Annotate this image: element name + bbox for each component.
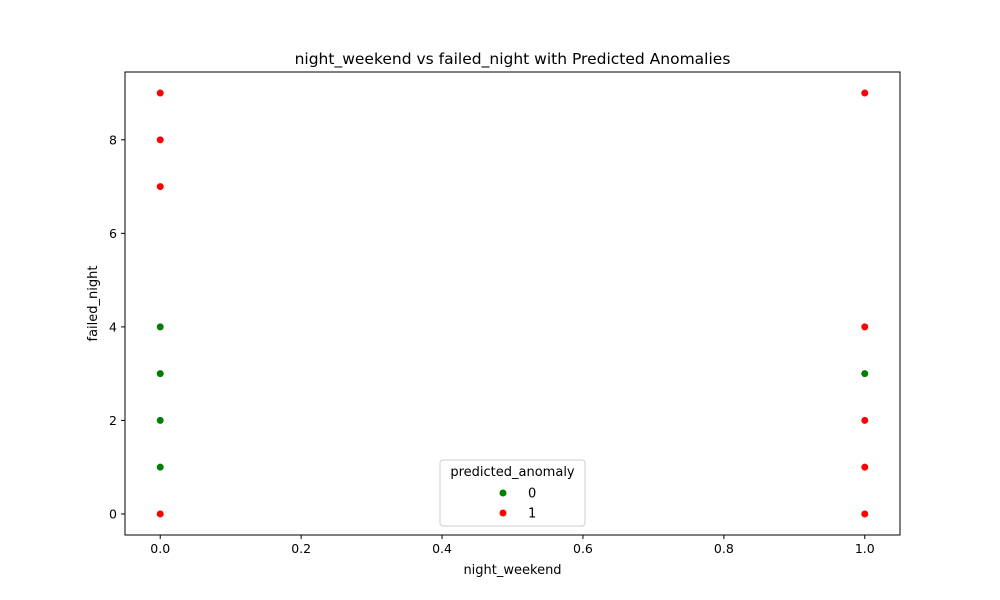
data-point-anomaly-1 bbox=[860, 509, 869, 519]
data-point-anomaly-0 bbox=[156, 322, 165, 331]
y-tick-label: 4 bbox=[109, 319, 117, 334]
data-point-anomaly-0 bbox=[156, 416, 165, 425]
chart-title: night_weekend vs failed_night with Predi… bbox=[295, 50, 731, 69]
legend-label: 0 bbox=[528, 487, 536, 502]
plot-frame bbox=[124, 71, 901, 536]
x-axis: 0.0 0.2 0.4 0.6 0.8 1.0 bbox=[150, 535, 875, 556]
data-point-anomaly-1 bbox=[860, 322, 869, 331]
data-point-anomaly-1 bbox=[860, 88, 869, 98]
y-tick-label: 0 bbox=[109, 506, 117, 521]
legend-entries: 01 bbox=[498, 487, 536, 522]
data-point-anomaly-1 bbox=[156, 509, 165, 519]
data-point-anomaly-0 bbox=[860, 369, 869, 378]
x-axis-label: night_weekend bbox=[463, 563, 561, 578]
x-tick-label: 0.8 bbox=[714, 541, 734, 556]
legend-frame bbox=[439, 459, 586, 527]
x-tick-label: 0.4 bbox=[432, 541, 452, 556]
x-tick-label: 0.6 bbox=[573, 541, 593, 556]
y-tick-label: 6 bbox=[109, 226, 117, 241]
data-point-anomaly-0 bbox=[156, 463, 165, 472]
y-axis: 0 2 4 6 8 bbox=[109, 132, 125, 521]
y-tick-label: 8 bbox=[109, 132, 117, 147]
data-point-anomaly-0 bbox=[156, 369, 165, 378]
data-point-anomaly-1 bbox=[156, 135, 165, 144]
legend: predicted_anomaly 01 bbox=[439, 459, 586, 527]
x-tick-label: 0.2 bbox=[291, 541, 311, 556]
y-axis-label: failed_night bbox=[86, 266, 101, 342]
legend-marker bbox=[498, 488, 508, 498]
x-tick-label: 0.0 bbox=[150, 541, 170, 556]
y-tick-label: 2 bbox=[109, 413, 117, 428]
data-point-anomaly-1 bbox=[860, 463, 869, 472]
data-point-anomaly-1 bbox=[860, 416, 869, 425]
legend-marker bbox=[498, 508, 508, 518]
x-tick-label: 1.0 bbox=[855, 541, 875, 556]
points-layer bbox=[156, 88, 869, 519]
data-point-anomaly-1 bbox=[156, 88, 165, 98]
legend-label: 1 bbox=[528, 507, 536, 522]
data-point-anomaly-1 bbox=[156, 182, 165, 191]
legend-title: predicted_anomaly bbox=[450, 465, 575, 480]
